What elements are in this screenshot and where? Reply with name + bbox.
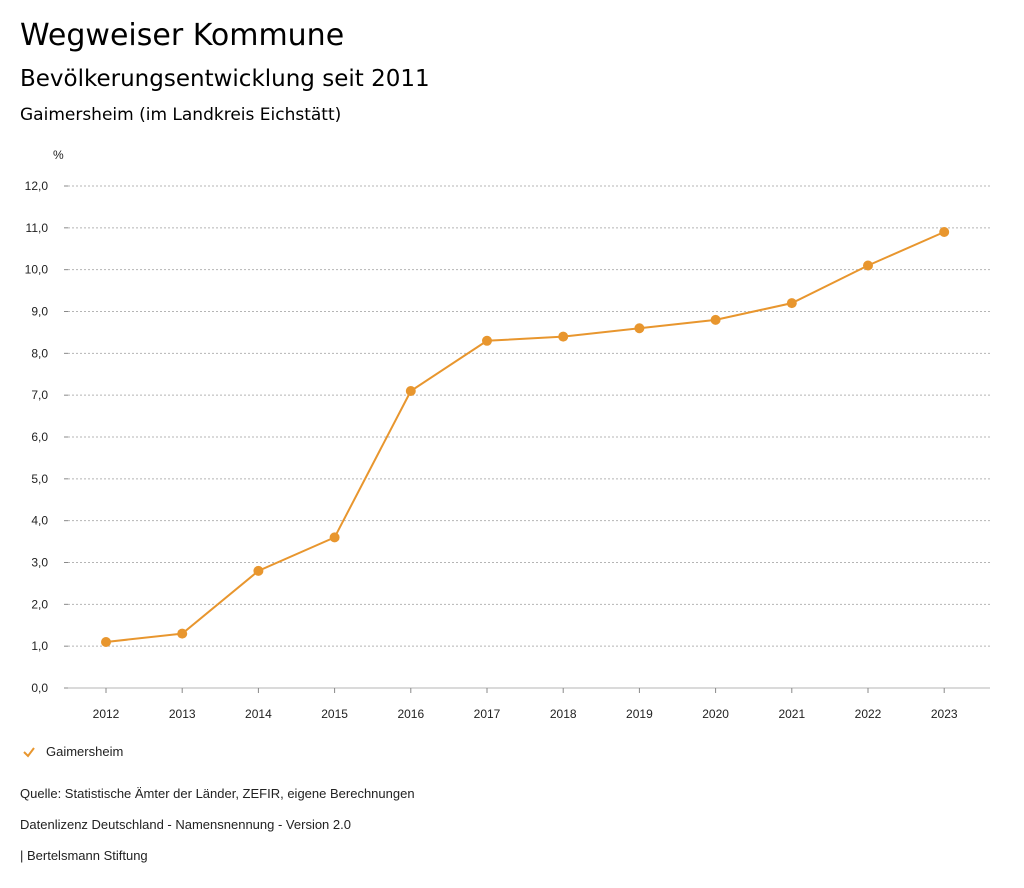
y-tick-label: 6,0 [31, 430, 48, 444]
y-tick-label: 10,0 [25, 263, 49, 277]
data-point[interactable] [177, 628, 188, 639]
x-tick-label: 2012 [93, 707, 120, 721]
data-point[interactable] [863, 260, 873, 271]
series-layer [101, 227, 950, 647]
data-point[interactable] [405, 385, 416, 396]
x-tick-label: 2016 [397, 707, 424, 721]
y-tick-label: 3,0 [31, 556, 48, 570]
y-tick-label: 1,0 [31, 639, 48, 653]
x-tick-label: 2019 [626, 707, 653, 721]
y-tick-label: 0,0 [31, 681, 48, 695]
y-axis-ticks: 0,0 1,0 2,0 3,0 4,0 5,0 6,0 7,0 8,0 9,0 10,0 11,0 12… [25, 179, 68, 695]
y-tick-label: 8,0 [31, 346, 48, 360]
y-tick-label: 11,0 [26, 221, 49, 235]
y-tick-label: 4,0 [31, 514, 48, 528]
source-note: Quelle: Statistische Ämter der Länder, Z… [20, 786, 415, 801]
y-tick-label: 5,0 [31, 472, 48, 486]
x-tick-label: 2017 [474, 707, 501, 721]
license-note: Datenlizenz Deutschland - Namensnennung … [20, 817, 351, 832]
x-tick-label: 2015 [321, 707, 348, 721]
x-tick-label: 2013 [169, 707, 196, 721]
line-chart: % 0,0 1,0 2,0 3,0 4,0 5,0 6,0 7,0 8,0 9,0 10,0 11,0… [25, 148, 990, 721]
data-point[interactable] [710, 314, 721, 325]
check-icon [23, 746, 35, 758]
x-tick-label: 2020 [702, 707, 729, 721]
data-point[interactable] [786, 298, 797, 309]
x-axis-ticks: 2012 2013 2014 2015 2016 2017 2018 2019 2020 2021… [68, 687, 990, 721]
series-line-gaimersheim [105, 231, 945, 643]
y-tick-label: 12,0 [25, 179, 49, 193]
data-point[interactable] [253, 565, 264, 576]
data-point[interactable] [482, 335, 492, 346]
legend-label: Gaimersheim [46, 744, 124, 759]
data-point[interactable] [101, 636, 111, 647]
chart-subtitle: Bevölkerungsentwicklung seit 2011 [20, 66, 430, 92]
y-tick-label: 2,0 [31, 597, 48, 611]
x-tick-label: 2014 [245, 707, 272, 721]
data-point[interactable] [939, 227, 950, 238]
legend-item-gaimersheim[interactable]: Gaimersheim [22, 744, 123, 759]
x-tick-label: 2018 [550, 707, 577, 721]
x-tick-label: 2022 [855, 707, 882, 721]
page-title: Wegweiser Kommune [20, 18, 345, 53]
y-tick-label: 9,0 [31, 305, 48, 319]
y-tick-label: 7,0 [31, 388, 48, 402]
x-tick-label: 2023 [931, 707, 958, 721]
x-tick-label: 2021 [778, 707, 805, 721]
y-axis-unit-label: % [53, 148, 64, 162]
publisher-note: | Bertelsmann Stiftung [20, 848, 148, 863]
data-point[interactable] [634, 323, 645, 334]
grid-lines [68, 185, 990, 689]
data-point[interactable] [558, 331, 569, 342]
data-point[interactable] [329, 532, 340, 543]
region-label: Gaimersheim (im Landkreis Eichstätt) [20, 105, 342, 125]
